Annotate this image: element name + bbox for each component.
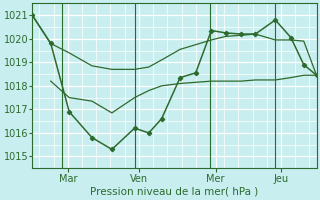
X-axis label: Pression niveau de la mer( hPa ): Pression niveau de la mer( hPa ) [90,187,259,197]
